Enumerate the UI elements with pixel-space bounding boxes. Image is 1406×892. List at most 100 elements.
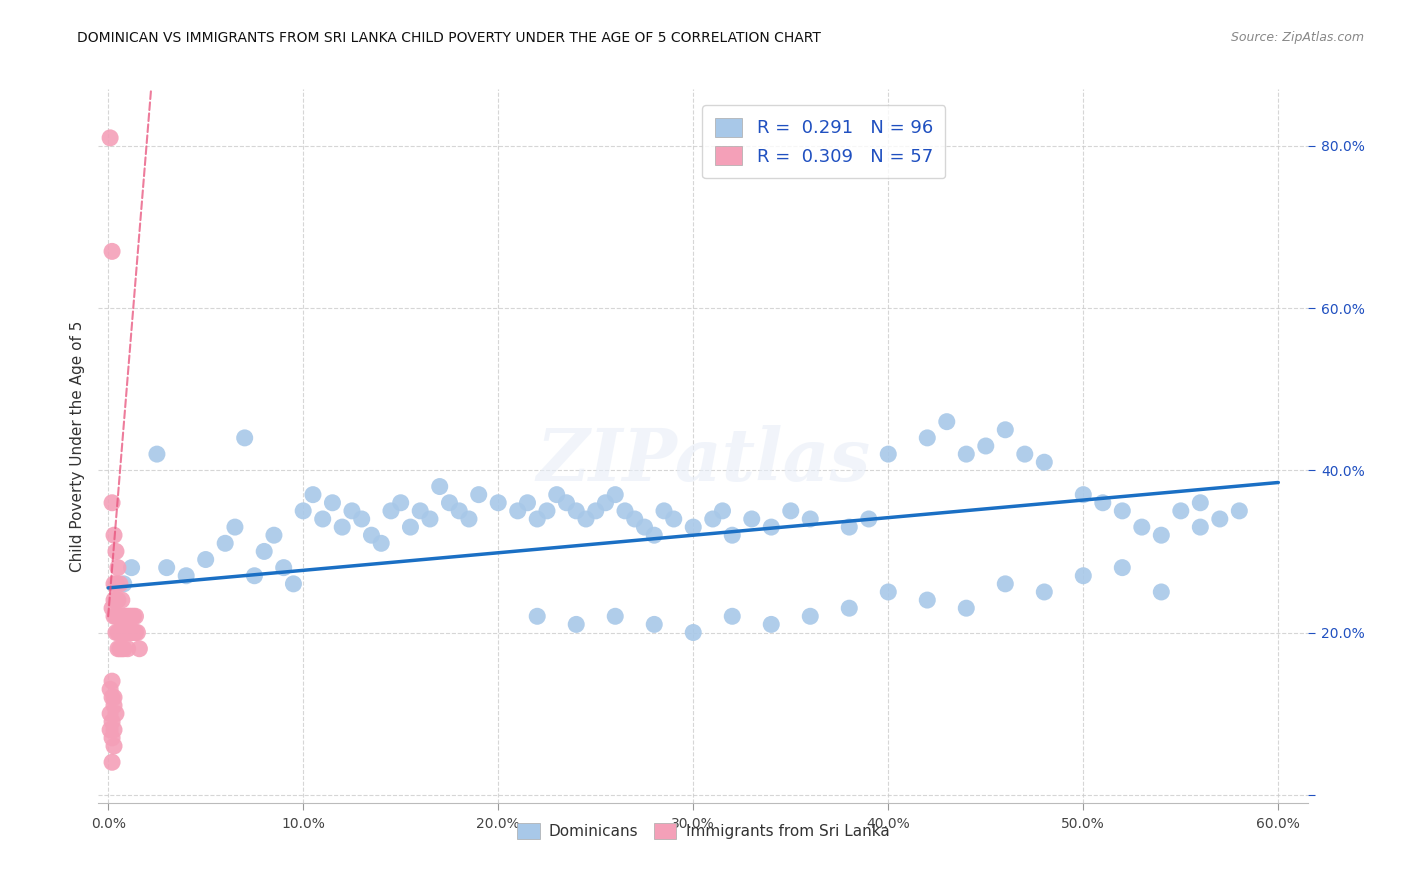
Point — [122, 625, 145, 640]
Point — [409, 504, 432, 518]
Point — [595, 496, 617, 510]
Point — [565, 504, 588, 518]
Point — [108, 577, 131, 591]
Point — [104, 706, 127, 721]
Point — [101, 601, 124, 615]
Point — [1071, 488, 1094, 502]
Point — [112, 609, 135, 624]
Point — [1150, 528, 1173, 542]
Point — [108, 625, 131, 640]
Point — [643, 528, 665, 542]
Point — [994, 577, 1017, 591]
Point — [1091, 496, 1114, 510]
Point — [114, 609, 136, 624]
Point — [121, 625, 143, 640]
Point — [103, 577, 125, 591]
Point — [107, 609, 129, 624]
Point — [799, 512, 821, 526]
Point — [682, 625, 704, 640]
Point — [467, 488, 489, 502]
Point — [917, 593, 939, 607]
Point — [877, 447, 900, 461]
Point — [104, 593, 127, 607]
Point — [1209, 512, 1232, 526]
Point — [156, 560, 179, 574]
Point — [98, 131, 121, 145]
Point — [1130, 520, 1153, 534]
Point — [565, 617, 588, 632]
Point — [340, 504, 363, 518]
Point — [1111, 504, 1133, 518]
Point — [233, 431, 256, 445]
Point — [838, 601, 860, 615]
Point — [107, 560, 129, 574]
Point — [360, 528, 382, 542]
Point — [101, 674, 124, 689]
Point — [111, 625, 134, 640]
Point — [101, 714, 124, 729]
Point — [111, 593, 134, 607]
Point — [103, 723, 125, 737]
Point — [283, 577, 305, 591]
Point — [302, 488, 325, 502]
Point — [124, 609, 146, 624]
Point — [643, 617, 665, 632]
Point — [122, 609, 145, 624]
Point — [399, 520, 422, 534]
Point — [994, 423, 1017, 437]
Point — [104, 625, 127, 640]
Point — [614, 504, 637, 518]
Point — [585, 504, 607, 518]
Point — [101, 731, 124, 745]
Point — [711, 504, 734, 518]
Point — [124, 625, 146, 640]
Point — [633, 520, 655, 534]
Point — [127, 625, 149, 640]
Point — [575, 512, 598, 526]
Point — [458, 512, 481, 526]
Point — [682, 520, 704, 534]
Point — [103, 528, 125, 542]
Point — [121, 609, 143, 624]
Point — [955, 447, 977, 461]
Point — [526, 609, 548, 624]
Point — [112, 625, 135, 640]
Point — [1189, 496, 1212, 510]
Point — [721, 528, 744, 542]
Point — [741, 512, 763, 526]
Point — [1071, 568, 1094, 582]
Point — [652, 504, 675, 518]
Text: ZIPatlas: ZIPatlas — [536, 425, 870, 496]
Point — [108, 609, 131, 624]
Point — [555, 496, 578, 510]
Point — [546, 488, 568, 502]
Point — [721, 609, 744, 624]
Point — [103, 739, 125, 753]
Point — [312, 512, 335, 526]
Point — [321, 496, 343, 510]
Point — [536, 504, 558, 518]
Point — [370, 536, 392, 550]
Point — [253, 544, 276, 558]
Point — [128, 641, 150, 656]
Point — [623, 512, 645, 526]
Point — [702, 512, 724, 526]
Point — [103, 690, 125, 705]
Point — [243, 568, 266, 582]
Point — [117, 641, 139, 656]
Point — [605, 488, 627, 502]
Point — [101, 244, 124, 259]
Point — [419, 512, 441, 526]
Point — [877, 585, 900, 599]
Point — [107, 593, 129, 607]
Legend: Dominicans, Immigrants from Sri Lanka: Dominicans, Immigrants from Sri Lanka — [510, 817, 896, 845]
Point — [380, 504, 402, 518]
Text: DOMINICAN VS IMMIGRANTS FROM SRI LANKA CHILD POVERTY UNDER THE AGE OF 5 CORRELAT: DOMINICAN VS IMMIGRANTS FROM SRI LANKA C… — [77, 31, 821, 45]
Point — [389, 496, 412, 510]
Point — [449, 504, 471, 518]
Point — [1150, 585, 1173, 599]
Y-axis label: Child Poverty Under the Age of 5: Child Poverty Under the Age of 5 — [69, 320, 84, 572]
Point — [506, 504, 529, 518]
Point — [107, 641, 129, 656]
Point — [174, 568, 197, 582]
